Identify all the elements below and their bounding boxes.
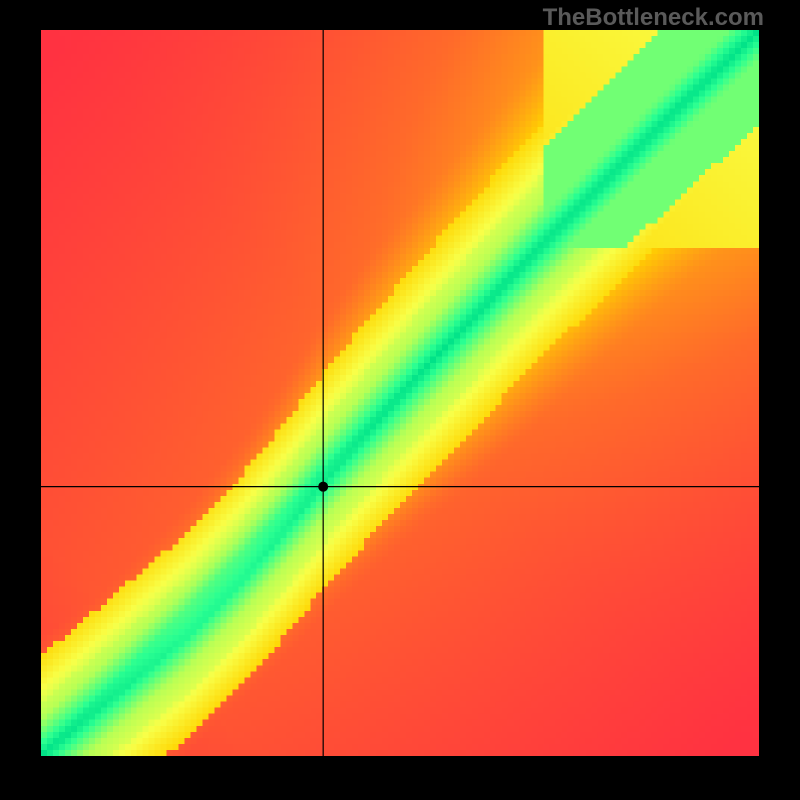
chart-container: TheBottleneck.com xyxy=(0,0,800,800)
bottleneck-heatmap xyxy=(41,30,759,756)
watermark-text: TheBottleneck.com xyxy=(543,4,764,32)
